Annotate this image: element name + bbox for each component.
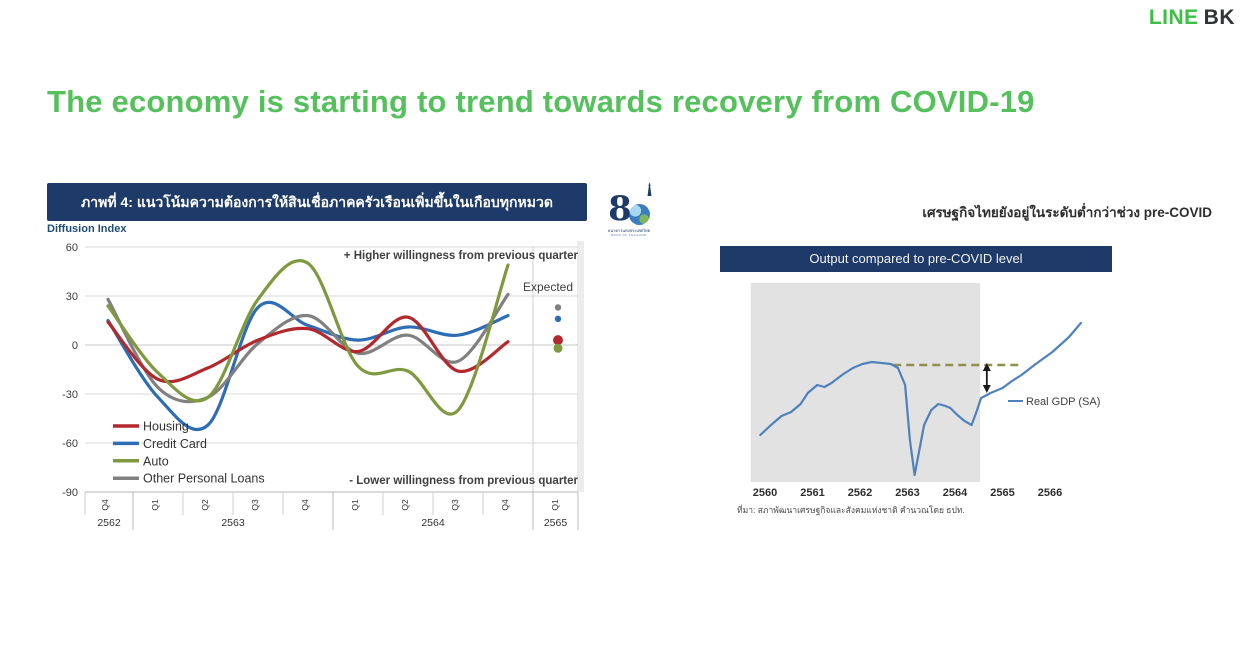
svg-text:2562: 2562: [97, 517, 121, 529]
svg-text:2565: 2565: [990, 487, 1014, 499]
svg-text:Q1: Q1: [350, 499, 360, 511]
svg-text:Q3: Q3: [450, 499, 460, 511]
svg-text:2566: 2566: [1038, 487, 1062, 499]
svg-text:2563: 2563: [221, 517, 245, 529]
svg-text:0: 0: [72, 340, 78, 352]
svg-text:Q3: Q3: [250, 499, 260, 511]
left-chart-title: ภาพที่ 4: แนวโน้มความต้องการให้สินเชื่อภ…: [47, 183, 587, 221]
svg-text:2562: 2562: [848, 487, 872, 499]
line-bk-logo: LINE BK: [1149, 6, 1235, 30]
svg-text:2560: 2560: [753, 487, 777, 499]
svg-text:Expected: Expected: [523, 280, 573, 294]
logo-bank-name-thai: ธนาคารแห่งประเทศไทย: [607, 228, 651, 233]
svg-text:+ Higher willingness from prev: + Higher willingness from previous quart…: [344, 250, 579, 262]
real-gdp-chart: Real GDP (SA) 2560 2561 2562 2563 2564 2565 256…: [750, 283, 1100, 499]
line-brand-text: LINE: [1148, 6, 1199, 29]
svg-text:-30: -30: [62, 389, 78, 401]
svg-text:Q4: Q4: [300, 499, 310, 511]
bk-brand-text: BK: [1203, 6, 1235, 29]
svg-text:Other Personal Loans: Other Personal Loans: [143, 472, 265, 486]
svg-text:Q4: Q4: [100, 499, 110, 511]
svg-text:- Lower willingness from previ: - Lower willingness from previous quarte…: [349, 475, 578, 487]
svg-text:2565: 2565: [544, 517, 568, 529]
svg-text:Q1: Q1: [150, 499, 160, 511]
svg-text:2563: 2563: [895, 487, 919, 499]
logo-emblem-icon: [647, 182, 652, 196]
svg-text:-90: -90: [62, 487, 78, 499]
svg-text:Auto: Auto: [143, 454, 169, 468]
svg-text:2561: 2561: [800, 487, 824, 499]
svg-text:2564: 2564: [421, 517, 445, 529]
diffusion-index-chart: 60 30 0 -30 -60 -90 Diffusion Index + Higher wi…: [47, 223, 584, 530]
logo-globe-zero-icon: [628, 204, 650, 225]
svg-text:Q2: Q2: [400, 499, 410, 511]
svg-text:-60: -60: [62, 438, 78, 450]
svg-text:Q2: Q2: [200, 499, 210, 511]
page-title: The economy is starting to trend towards…: [47, 84, 1035, 119]
logo-bank-name-english: BANK OF THAILAND: [611, 233, 647, 237]
svg-text:60: 60: [66, 242, 78, 254]
svg-text:Real GDP (SA): Real GDP (SA): [1026, 396, 1100, 408]
svg-text:30: 30: [66, 291, 78, 303]
svg-text:Q4: Q4: [500, 499, 510, 511]
source-note: ที่มา: สภาพัฒนาเศรษฐกิจและสังคมแห่งชาติ …: [737, 505, 965, 515]
svg-text:Q1: Q1: [550, 499, 560, 511]
gdp-panel-heading: เศรษฐกิจไทยยังอยู่ในระดับต่ำกว่าช่วง pre…: [922, 205, 1212, 220]
svg-text:Credit Card: Credit Card: [143, 437, 207, 451]
svg-text:2564: 2564: [943, 487, 968, 499]
svg-text:Housing: Housing: [143, 420, 189, 434]
gdp-chart-title: Output compared to pre-COVID level: [720, 246, 1112, 272]
logo-digit-8: 8: [608, 189, 632, 229]
household-credit-demand-panel: ภาพที่ 4: แนวโน้มความต้องการให้สินเชื่อภ…: [47, 183, 587, 530]
bot-80th-anniversary-logo: 8 ธนาคารแห่งประเทศไทย BANK OF THAILAND: [598, 182, 660, 250]
svg-text:Diffusion Index: Diffusion Index: [47, 223, 127, 235]
